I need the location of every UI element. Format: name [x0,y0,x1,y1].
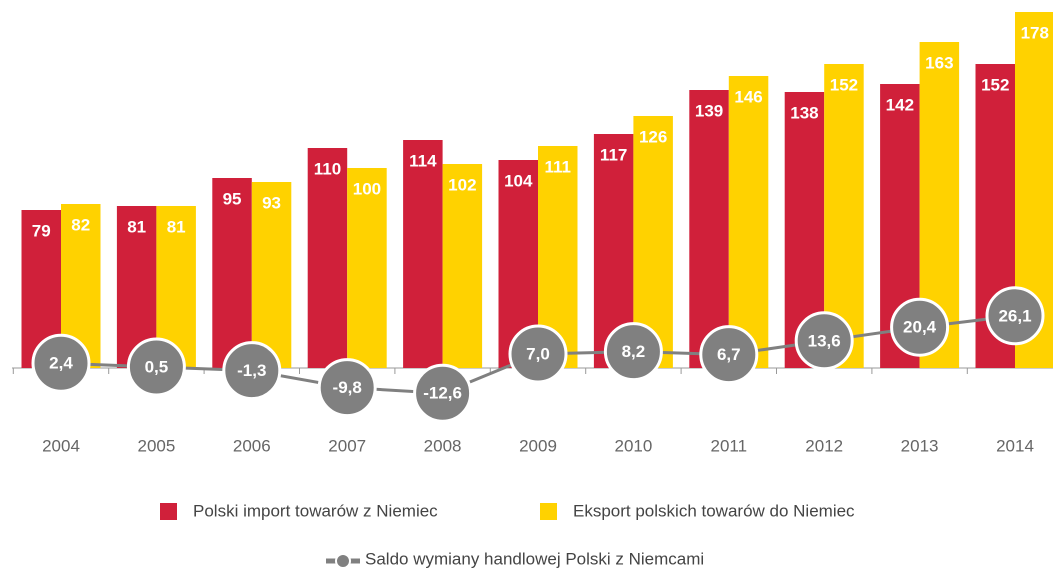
x-tick-label: 2008 [424,436,462,455]
bar-label: 104 [504,171,533,190]
bar-label: 178 [1021,23,1049,42]
x-tick-label: 2005 [137,436,175,455]
legend-dot [335,553,351,569]
x-tick-label: 2006 [233,436,271,455]
saldo-label: 13,6 [808,331,841,350]
bar [728,76,769,368]
legend-swatch [160,503,177,520]
saldo-label: -1,3 [237,361,266,380]
legend-swatch [540,503,557,520]
saldo-point [508,324,568,384]
bar-label: 117 [600,145,627,164]
saldo-point [985,286,1045,346]
saldo-label: 7,0 [526,344,550,363]
bar-label: 79 [32,221,51,240]
x-tick-label: 2009 [519,436,557,455]
bar-label: 110 [314,159,341,178]
x-tick-label: 2004 [42,436,80,455]
saldo-label: 8,2 [622,342,646,361]
bar-label: 152 [830,75,858,94]
x-tick-label: 2014 [996,436,1034,455]
legend-label: Saldo wymiany handlowej Polski z Niemcam… [365,549,704,568]
x-tick-label: 2013 [901,436,939,455]
saldo-label: -9,8 [333,378,362,397]
saldo-point [699,325,759,385]
bar-label: 100 [353,179,381,198]
x-tick-label: 2010 [614,436,652,455]
x-tick-label: 2012 [805,436,843,455]
bar-label: 114 [409,151,437,170]
bar [347,168,387,368]
bar-label: 142 [886,95,914,114]
bar-label: 111 [545,157,572,176]
saldo-label: 20,4 [903,318,937,337]
bar-label: 139 [695,101,723,120]
bar-label: 146 [734,87,762,106]
bar [403,140,443,368]
bar [442,164,483,368]
bar [212,178,252,368]
legend-label: Eksport polskich towarów do Niemiec [573,501,855,520]
bar-label: 93 [262,193,281,212]
bar-label: 126 [639,127,667,146]
saldo-label: 6,7 [717,345,741,364]
bar-label: 81 [127,217,146,236]
saldo-point [603,322,663,382]
saldo-point [317,358,377,418]
saldo-point [222,341,282,401]
saldo-point [890,297,950,357]
bar-label: 163 [925,53,953,72]
bar-label: 81 [167,217,186,236]
saldo-point [794,311,854,371]
saldo-label: -12,6 [423,384,462,403]
saldo-label: 2,4 [49,354,73,373]
saldo-point [31,333,91,393]
bar-label: 95 [223,189,242,208]
bar-label: 152 [981,75,1009,94]
legend-label: Polski import towarów z Niemiec [193,501,438,520]
bar [307,148,348,368]
bar-label: 138 [790,103,818,122]
x-tick-label: 2011 [711,436,748,455]
saldo-label: 26,1 [998,306,1031,325]
bar [251,182,292,368]
saldo-point [126,337,186,397]
saldo-point [413,363,473,423]
bar-label: 102 [448,175,476,194]
saldo-label: 0,5 [145,357,169,376]
bar-label: 82 [71,215,90,234]
bar [689,90,729,368]
x-tick-label: 2007 [328,436,366,455]
